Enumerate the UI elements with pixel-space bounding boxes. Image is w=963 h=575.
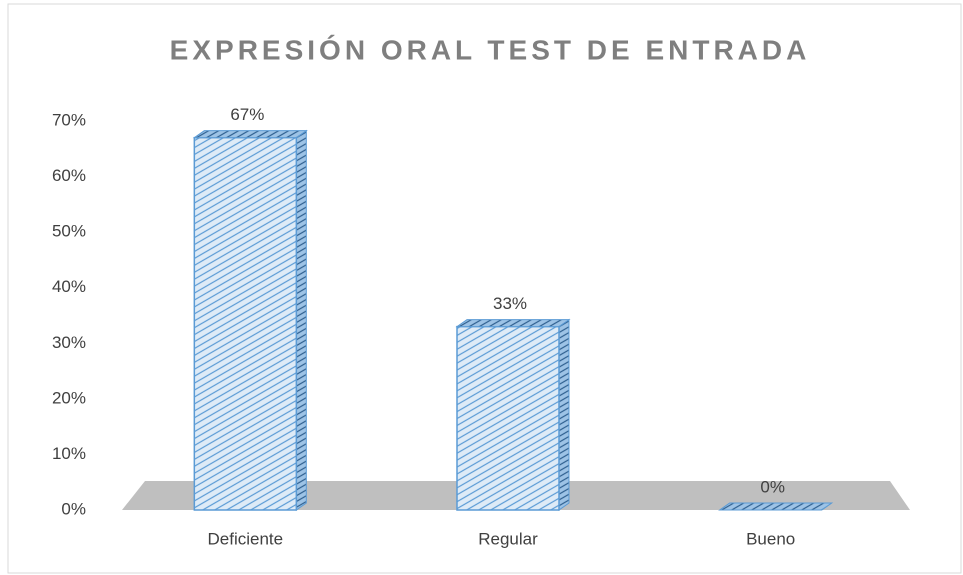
- bar-top: [455, 319, 571, 328]
- x-tick-label: Bueno: [746, 529, 795, 548]
- y-tick-label: 10%: [52, 444, 86, 463]
- y-tick-label: 60%: [52, 166, 86, 185]
- x-tick-label: Deficiente: [208, 529, 284, 548]
- y-tick-label: 70%: [52, 110, 86, 129]
- x-tick-label: Regular: [478, 529, 538, 548]
- y-tick-label: 50%: [52, 222, 86, 241]
- bar: [193, 136, 298, 511]
- bar-top: [718, 502, 834, 511]
- data-label: 67%: [230, 105, 264, 124]
- y-tick-label: 40%: [52, 277, 86, 296]
- chart-title: EXPRESIÓN ORAL TEST DE ENTRADA: [170, 34, 811, 65]
- y-tick-label: 20%: [52, 388, 86, 407]
- bar-side: [295, 129, 307, 511]
- data-label: 33%: [493, 294, 527, 313]
- y-tick-label: 0%: [61, 499, 86, 518]
- data-label: 0%: [760, 477, 785, 496]
- bar-side: [558, 318, 570, 511]
- y-tick-label: 30%: [52, 333, 86, 352]
- bar-top: [192, 130, 308, 139]
- bar: [456, 325, 560, 511]
